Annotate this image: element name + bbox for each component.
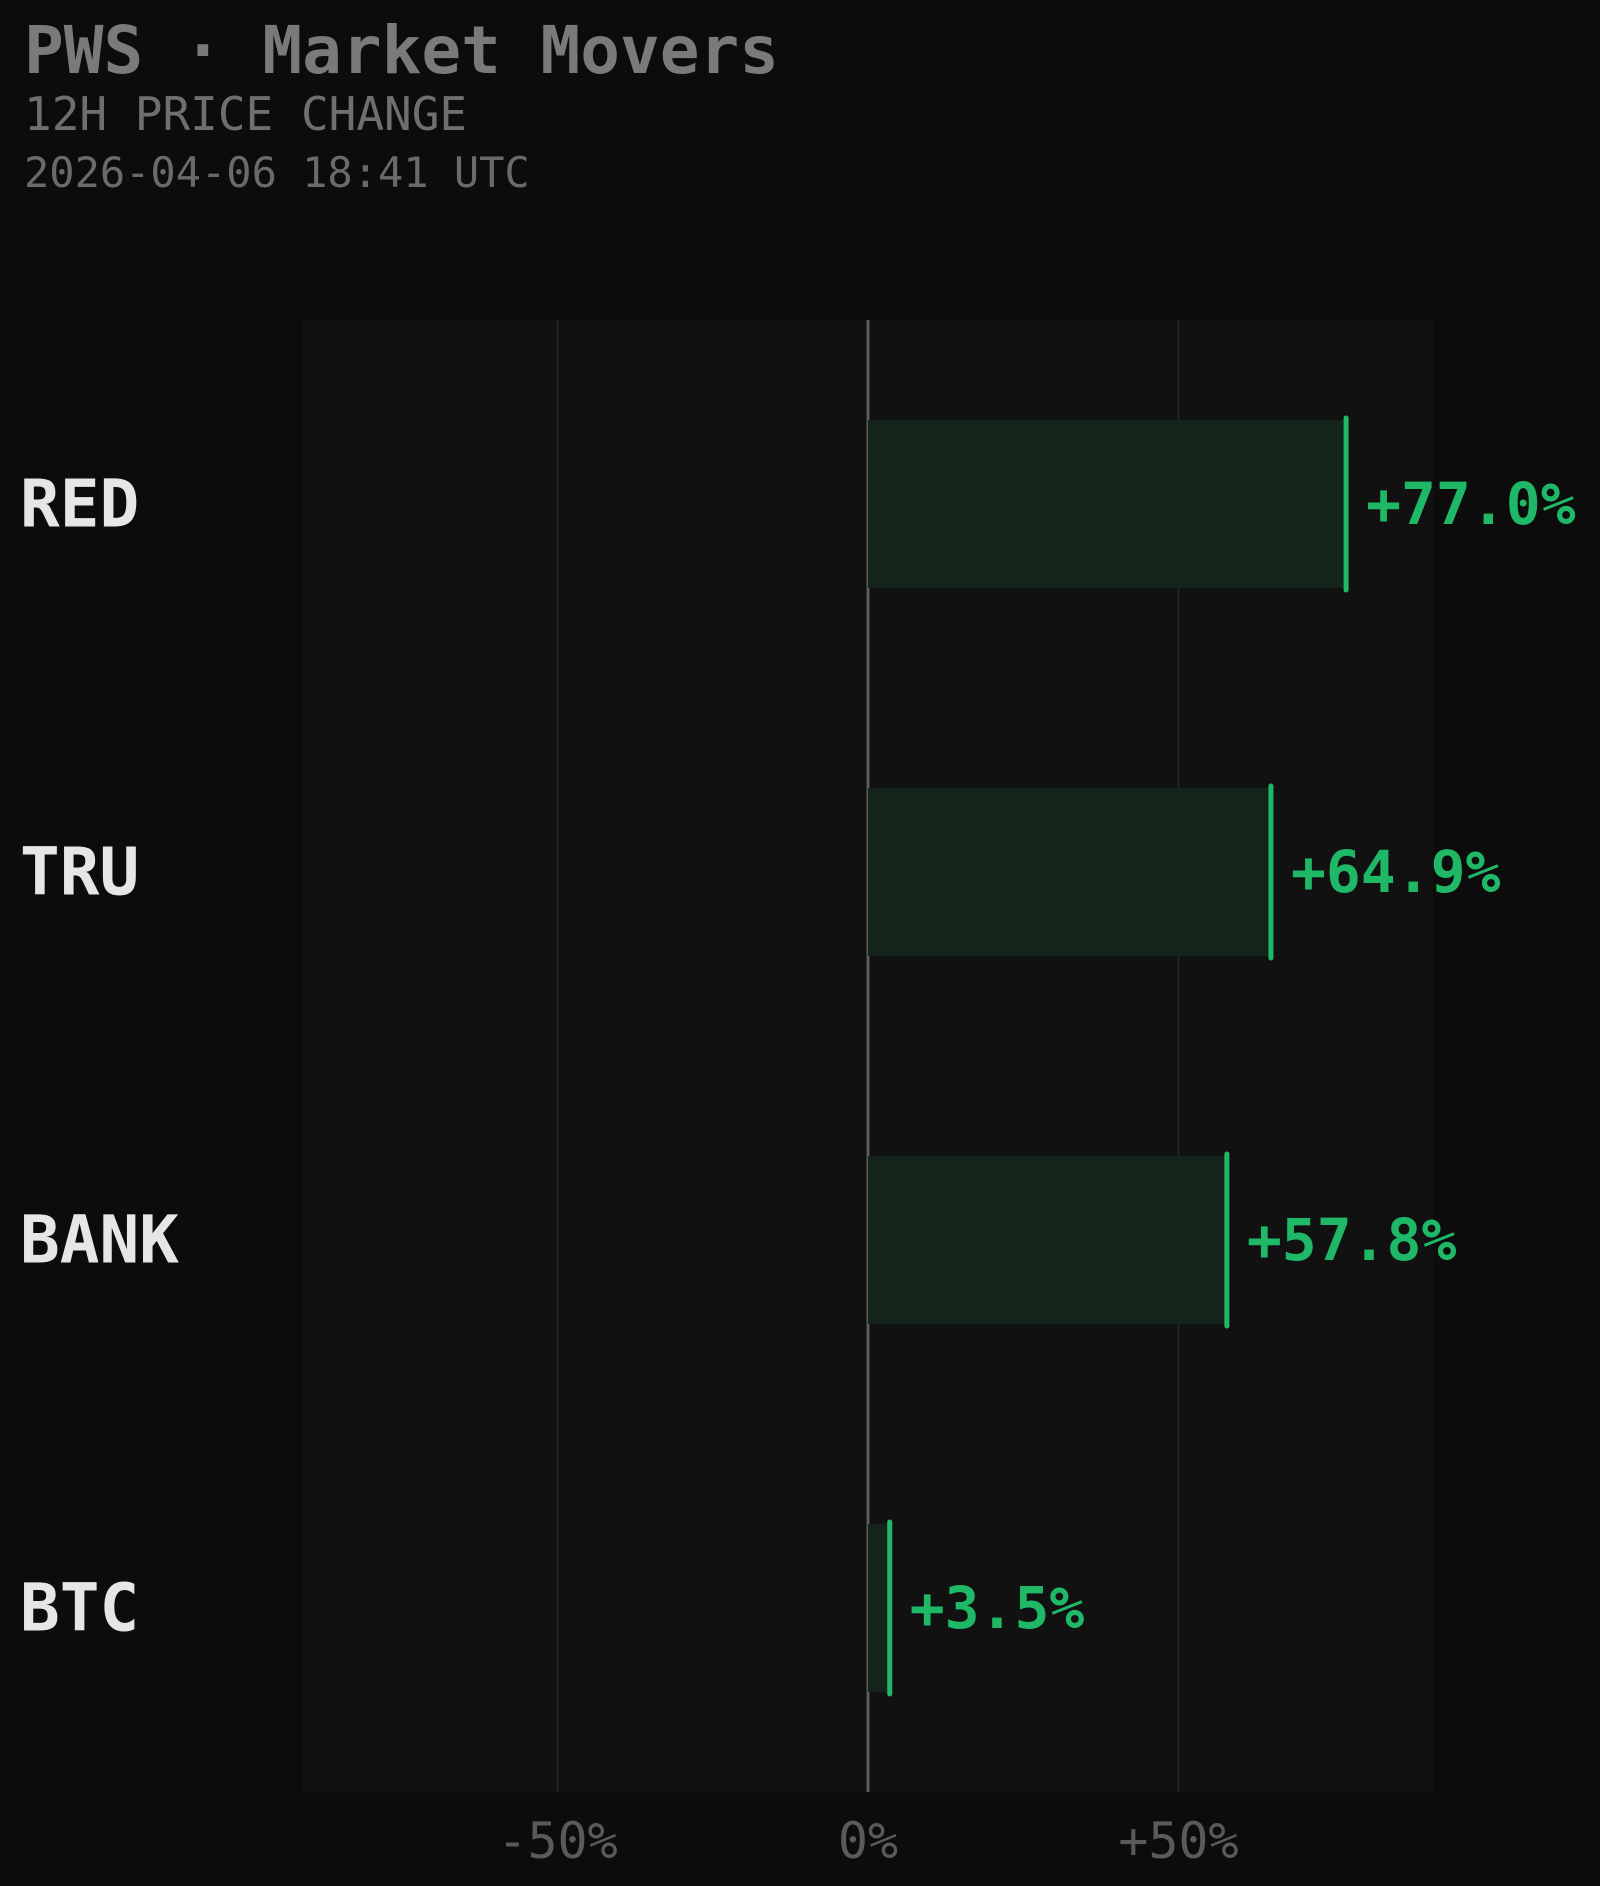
- category-label: BTC: [20, 1570, 139, 1647]
- x-tick-label: 0%: [838, 1812, 898, 1870]
- timestamp: 2026-04-06 18:41 UTC: [24, 148, 530, 197]
- value-label: +3.5%: [910, 1574, 1085, 1642]
- value-label: +57.8%: [1247, 1206, 1457, 1274]
- bar-btc: [868, 1524, 890, 1692]
- bar-bank: [868, 1156, 1227, 1324]
- category-label: TRU: [20, 834, 139, 911]
- bar-tru: [868, 788, 1271, 956]
- bar-red: [868, 420, 1347, 588]
- x-tick-labels: -50% 0% +50%: [497, 1812, 1238, 1870]
- category-labels: RED TRU BANK BTC: [20, 466, 179, 1647]
- chart-header: PWS · Market Movers 12H PRICE CHANGE 202…: [24, 12, 779, 198]
- chart-subtitle: 12H PRICE CHANGE: [24, 87, 468, 141]
- value-label: +77.0%: [1366, 470, 1576, 538]
- value-label: +64.9%: [1291, 838, 1501, 906]
- category-label: RED: [20, 466, 139, 543]
- page-title: PWS · Market Movers: [24, 12, 779, 89]
- x-tick-label: -50%: [497, 1812, 617, 1870]
- bars: +77.0% +64.9% +57.8% +3.5%: [868, 415, 1576, 1697]
- category-label: BANK: [20, 1202, 179, 1279]
- x-tick-label: +50%: [1118, 1812, 1238, 1870]
